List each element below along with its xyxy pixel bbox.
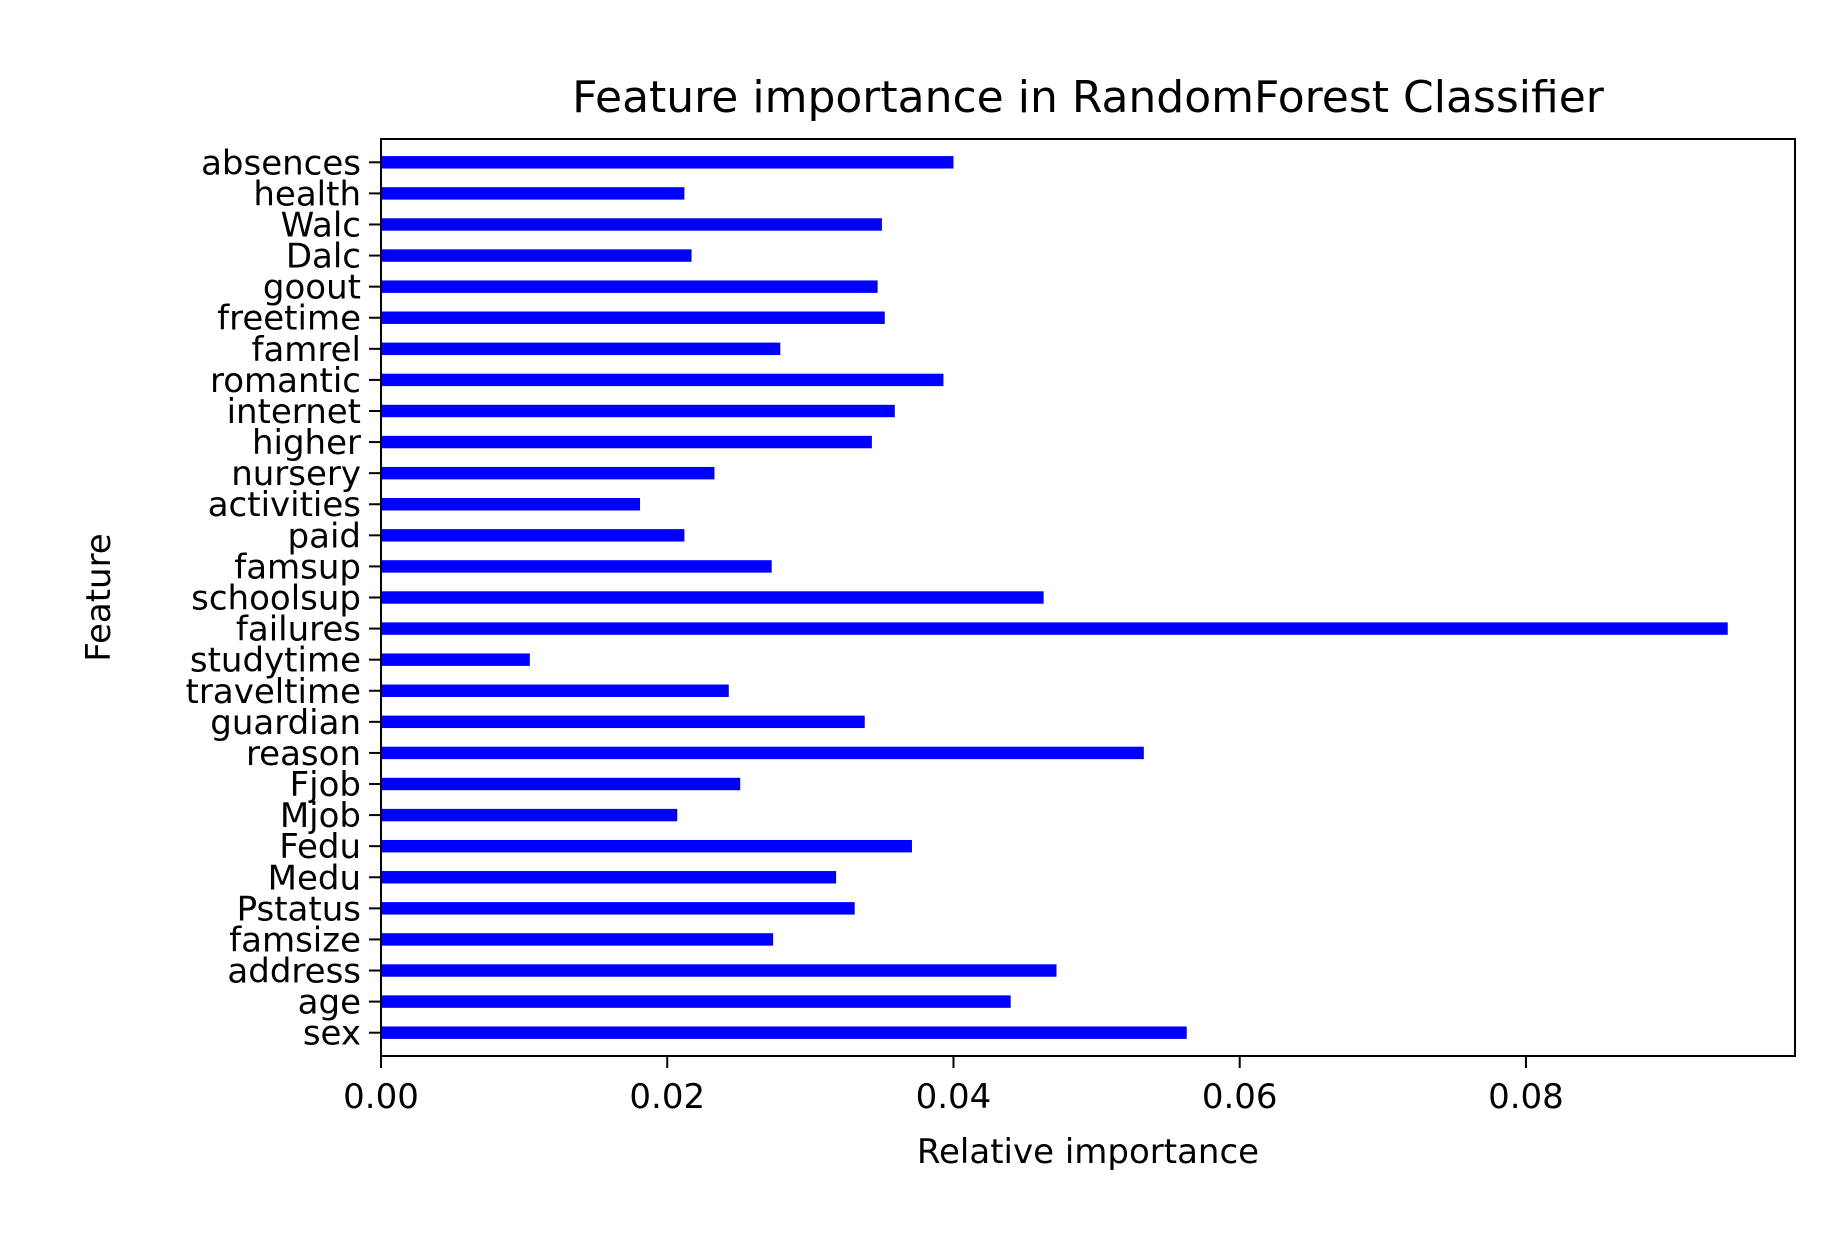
y-tick-label-paid: paid (288, 516, 361, 556)
bar-health (381, 187, 685, 200)
y-axis-label: Feature (79, 533, 119, 661)
x-tick-label-3: 0.06 (1202, 1077, 1278, 1117)
x-tick-label-2: 0.04 (916, 1077, 992, 1117)
bar-sex (381, 1026, 1187, 1039)
bar-Dalc (381, 249, 692, 262)
bar-famrel (381, 342, 781, 356)
bar-traveltime (381, 684, 729, 697)
x-tick-label-4: 0.08 (1488, 1077, 1564, 1117)
bar-romantic (381, 373, 944, 387)
bar-goout (381, 280, 878, 293)
bars-layer (381, 156, 1728, 1039)
bar-Walc (381, 218, 882, 231)
bar-nursery (381, 466, 715, 480)
y-tick-label-Dalc: Dalc (286, 237, 361, 277)
y-tick-label-internet: internet (227, 392, 361, 432)
chart-title: Feature importance in RandomForest Class… (572, 72, 1605, 123)
y-tick-label-goout: goout (263, 268, 361, 308)
bar-Mjob (381, 808, 678, 822)
x-axis-label: Relative importance (917, 1132, 1259, 1172)
y-tick-label-reason: reason (246, 734, 361, 774)
bar-famsize (381, 933, 774, 946)
bar-paid (381, 529, 685, 542)
bar-Fjob (381, 777, 741, 791)
bar-freetime (381, 311, 885, 324)
bar-absences (381, 156, 954, 169)
y-tick-label-famrel: famrel (251, 330, 361, 370)
y-tick-label-famsup: famsup (234, 547, 361, 587)
y-tick-label-health: health (253, 174, 361, 214)
bar-Medu (381, 871, 837, 884)
bar-studytime (381, 653, 530, 666)
y-tick-label-higher: higher (252, 423, 361, 463)
y-tick-label-age: age (298, 983, 361, 1023)
y-tick-label-Mjob: Mjob (280, 796, 361, 836)
y-tick-label-Pstatus: Pstatus (237, 889, 361, 929)
plot-area-frame (380, 138, 1796, 1057)
bar-guardian (381, 715, 865, 729)
bar-higher (381, 435, 872, 449)
bar-failures (381, 622, 1728, 635)
y-tick-label-traveltime: traveltime (186, 672, 361, 712)
y-tick-label-absences: absences (201, 143, 361, 183)
y-tick-label-Medu: Medu (268, 858, 361, 898)
y-tick-label-guardian: guardian (210, 703, 361, 743)
bar-schoolsup (381, 591, 1044, 604)
y-tick-label-failures: failures (236, 610, 361, 650)
x-tick-label-0: 0.00 (343, 1077, 419, 1117)
y-tick-label-activities: activities (208, 485, 361, 525)
y-tick-label-Fedu: Fedu (279, 827, 361, 867)
x-axis-ticks: 0.00 0.02 0.04 0.06 0.08 (343, 1056, 1564, 1117)
bar-age (381, 995, 1011, 1008)
bar-reason (381, 746, 1144, 760)
bar-internet (381, 404, 895, 418)
y-tick-label-address: address (227, 952, 361, 992)
y-tick-label-Walc: Walc (281, 205, 361, 245)
bar-address (381, 964, 1057, 977)
y-tick-label-romantic: romantic (210, 361, 361, 401)
y-axis-ticks: sexageaddressfamsizePstatusMeduFeduMjobF… (186, 143, 381, 1054)
y-tick-label-schoolsup: schoolsup (191, 579, 361, 619)
y-tick-label-nursery: nursery (231, 454, 361, 494)
y-tick-label-Fjob: Fjob (290, 765, 361, 805)
bar-Fedu (381, 839, 912, 853)
y-tick-label-studytime: studytime (190, 641, 361, 681)
bar-famsup (381, 560, 772, 573)
bar-activities (381, 498, 641, 511)
y-tick-label-freetime: freetime (217, 299, 361, 339)
y-tick-label-famsize: famsize (229, 920, 361, 960)
bar-Pstatus (381, 902, 855, 915)
y-tick-label-sex: sex (303, 1014, 361, 1054)
x-tick-label-1: 0.02 (629, 1077, 705, 1117)
